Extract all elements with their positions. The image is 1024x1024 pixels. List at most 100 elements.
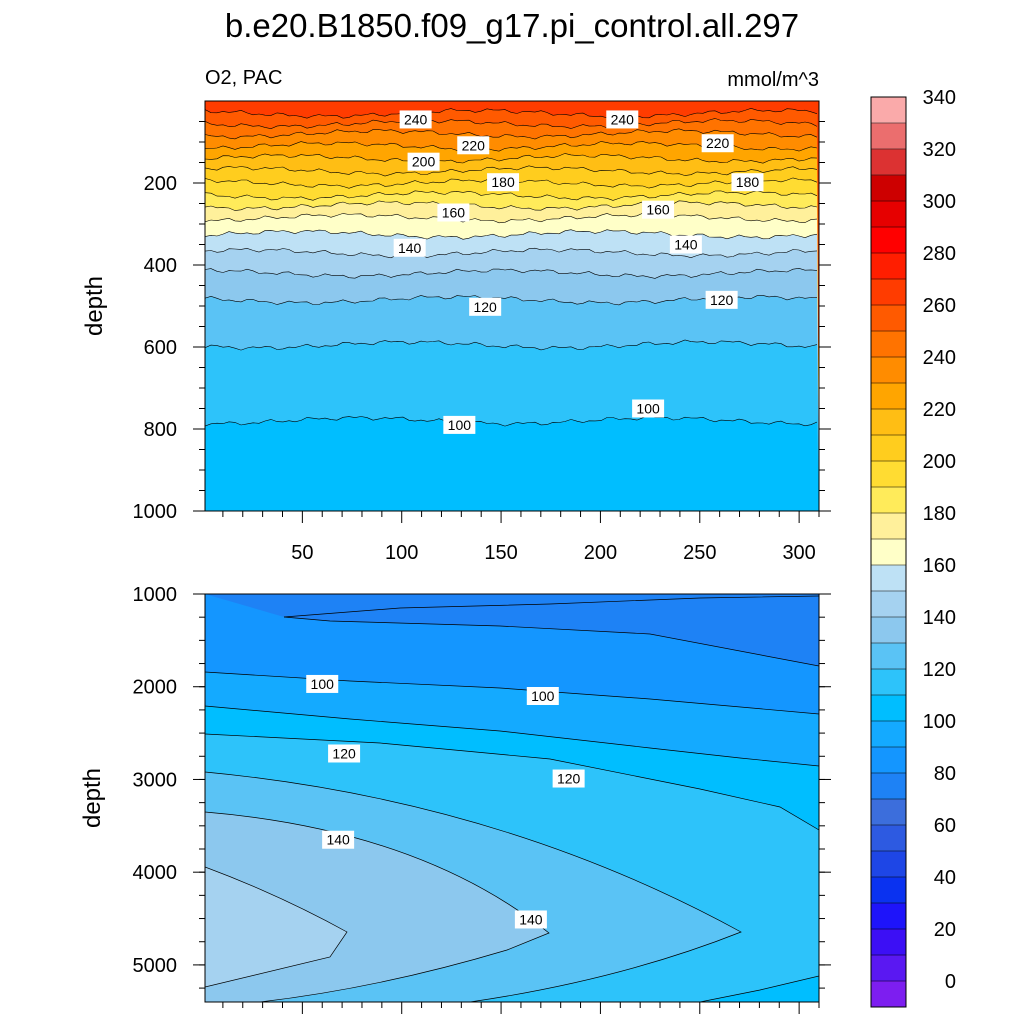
upper-contour-label-text: 100 <box>448 417 472 433</box>
colorbar-segment <box>871 591 906 618</box>
upper-x-tick-label: 250 <box>683 542 716 564</box>
lower-contour-label-box <box>306 674 339 693</box>
colorbar-tick-label: 220 <box>923 399 956 421</box>
upper-y-tick-label: 600 <box>144 337 177 359</box>
contour-line-150 <box>205 866 348 988</box>
colorbar-tick-label: 120 <box>923 659 956 681</box>
colorbar-tick-label: 240 <box>923 347 956 369</box>
colorbar-segment <box>871 981 906 1008</box>
fill-band-below-100 <box>205 415 819 511</box>
colorbar-segment <box>871 617 906 644</box>
lower-contour-label-100: 100 <box>306 674 339 693</box>
chart-title: b.e20.B1850.f09_g17.pi_control.all.297 <box>225 7 799 44</box>
upper-contour-labels: 240 240 220 220 200 180 180 160 160 140 140 120 120 1… <box>393 110 764 434</box>
upper-contour-label-text: 120 <box>473 299 497 315</box>
colorbar-tick-label: 60 <box>934 815 956 837</box>
colorbar-segment <box>871 461 906 488</box>
colorbar-segment <box>871 903 906 930</box>
upper-contour-label-text: 100 <box>636 401 660 417</box>
upper-contour-label-text: 240 <box>611 111 635 127</box>
colorbar-tick-label: 80 <box>934 763 956 785</box>
upper-y-tick-label: 200 <box>144 173 177 195</box>
colorbar-tick-label: 320 <box>923 139 956 161</box>
upper-contour-label-box <box>487 173 520 192</box>
fill-band-150-160 <box>205 867 347 987</box>
colorbar-segment <box>871 851 906 878</box>
colorbar-segment <box>871 799 906 826</box>
contour-line-130 <box>205 771 742 1002</box>
colorbar-segment <box>871 877 906 904</box>
lower-contour-label-text: 100 <box>531 688 555 704</box>
colorbar-segment <box>871 97 906 124</box>
colorbar-tick-label: 180 <box>923 503 956 525</box>
upper-contour-label-120: 120 <box>705 290 738 309</box>
colorbar-segment <box>871 357 906 384</box>
upper-contour-label-100: 100 <box>632 399 665 418</box>
upper-y-tick-label: 800 <box>144 419 177 441</box>
colorbar-tick-label: 260 <box>923 295 956 317</box>
upper-contour-label-160: 160 <box>642 200 675 219</box>
lower-contour-label-text: 140 <box>326 832 350 848</box>
colorbar-tick-label: 200 <box>923 451 956 473</box>
contour-line-150 <box>205 229 818 240</box>
colorbar-segment <box>871 721 906 748</box>
colorbar-segment <box>871 201 906 228</box>
contour-line-210 <box>205 153 818 164</box>
upper-contour-label-100: 100 <box>443 415 476 434</box>
colorbar: 0 20 40 60 80 100 120 140 160 180 200 220 240 260 280 3… <box>870 87 956 1008</box>
colorbar-segment <box>871 383 906 410</box>
contour-line-140 <box>205 247 818 259</box>
contour-line-100 <box>205 671 819 715</box>
upper-contour-label-160: 160 <box>437 203 470 222</box>
lower-contour-label-box <box>322 830 355 849</box>
upper-contour-label-text: 180 <box>736 174 760 190</box>
colorbar-segment <box>871 955 906 982</box>
upper-contour-label-220: 220 <box>701 134 734 153</box>
colorbar-segment <box>871 773 906 800</box>
lower-contour-label-text: 100 <box>311 676 335 692</box>
contour-line-130 <box>205 267 818 279</box>
upper-y-tick-label: 400 <box>144 255 177 277</box>
contour-line-230 <box>205 128 818 140</box>
upper-contour-label-box <box>705 290 738 309</box>
colorbar-segment <box>871 253 906 280</box>
lower-contour-label-140: 140 <box>322 830 355 849</box>
colorbar-segment <box>871 487 906 514</box>
upper-contour-label-240: 240 <box>606 110 639 129</box>
upper-contour-label-text: 140 <box>398 240 422 256</box>
contour-line-110 <box>205 339 818 351</box>
upper-contour-label-220: 220 <box>457 136 490 155</box>
colorbar-segment <box>871 331 906 358</box>
upper-contour-label-box <box>399 110 432 129</box>
colorbar-tick-label: 300 <box>923 191 956 213</box>
lower-contour-label-120: 120 <box>328 744 361 763</box>
upper-axis-ticks: 200 400 600 800 1000 50 100 150 200 250 300 <box>133 121 831 564</box>
lower-contour-label-140: 140 <box>514 910 547 929</box>
upper-contour-label-text: 140 <box>674 237 698 253</box>
lower-contour-label-text: 120 <box>557 771 581 787</box>
colorbar-segment <box>871 695 906 722</box>
colorbar-segment <box>871 175 906 202</box>
colorbar-tick-label: 100 <box>923 711 956 733</box>
contour-line-160 <box>205 212 818 224</box>
upper-panel: 240 240 220 220 200 180 180 160 160 140 140 120 120 1… <box>81 100 831 564</box>
upper-contour-label-text: 160 <box>442 205 466 221</box>
contour-line-90 <box>283 616 819 667</box>
upper-contour-label-box <box>469 297 502 316</box>
lower-y-axis-label: depth <box>79 768 106 828</box>
contour-line-200 <box>205 165 818 177</box>
upper-contour-label-140: 140 <box>669 235 702 254</box>
lower-plot-frame <box>204 593 820 1003</box>
upper-contour-label-text: 220 <box>706 135 730 151</box>
contour-line-110 <box>205 705 819 767</box>
upper-x-tick-label: 50 <box>291 542 313 564</box>
upper-contour-label-box <box>669 235 702 254</box>
lower-contour-labels: 100 100 120 120 140 140 <box>306 674 585 929</box>
upper-x-tick-label: 200 <box>584 542 617 564</box>
upper-contour-label-text: 220 <box>462 137 486 153</box>
contour-line-90-upper <box>283 595 819 618</box>
lower-y-tick-label: 3000 <box>133 769 178 791</box>
lower-contour-label-box <box>514 910 547 929</box>
colorbar-tick-label: 40 <box>934 867 956 889</box>
